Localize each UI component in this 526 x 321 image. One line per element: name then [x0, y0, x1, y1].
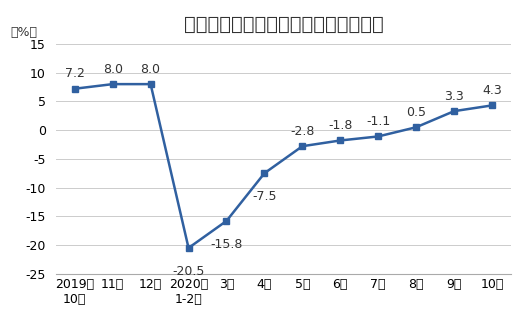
Text: 4.3: 4.3 [482, 84, 502, 97]
Text: -1.8: -1.8 [328, 119, 352, 132]
Text: （%）: （%） [10, 26, 37, 39]
Text: 7.2: 7.2 [65, 67, 85, 80]
Text: 8.0: 8.0 [103, 63, 123, 76]
Text: 3.3: 3.3 [444, 90, 464, 103]
Text: 0.5: 0.5 [406, 106, 426, 119]
Text: -1.1: -1.1 [366, 115, 390, 128]
Text: -20.5: -20.5 [173, 265, 205, 278]
Text: -15.8: -15.8 [210, 238, 242, 251]
Text: 8.0: 8.0 [140, 63, 160, 76]
Text: -2.8: -2.8 [290, 125, 315, 138]
Title: 社会消费品零售总额分月同比增长速度: 社会消费品零售总额分月同比增长速度 [184, 15, 383, 34]
Text: -7.5: -7.5 [252, 190, 277, 203]
